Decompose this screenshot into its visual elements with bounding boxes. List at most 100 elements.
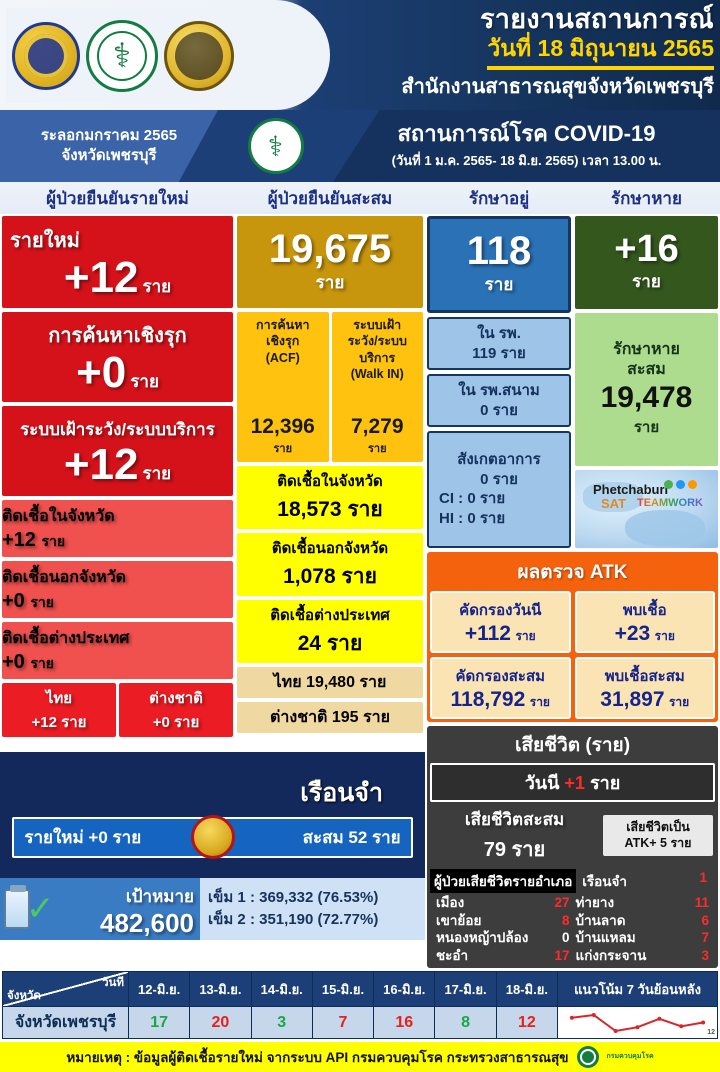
corner-inner: วันที จังหวัด: [3, 972, 128, 1006]
district-row: หนองหญ้าปล้อง 0: [436, 929, 570, 947]
table-col-date: 12-มิ.ย.: [127, 971, 191, 1007]
walkin-label: ระบบเฝ้าระวัง/ระบบบริการ: [20, 419, 215, 439]
deaths-district-header-row: ผู้ป่วยเสียชีวิตรายอำเภอ เรือนจำ 1: [430, 868, 715, 893]
vaccine-dose-2: เข็ม 2 : 351,190 (72.77%): [208, 911, 379, 928]
corner-province-label: จังหวัด: [7, 990, 41, 1002]
atk-cell-value-wrap: +112 ราย: [434, 622, 567, 646]
nationality-split: ไทย +12 ราย ต่างชาติ +0 ราย: [2, 683, 233, 737]
daily-cases-table: วันที จังหวัด 12-มิ.ย. 13-มิ.ย. 14-มิ.ย.…: [2, 971, 718, 1039]
deaths-cumulative-block: เสียชีวิตสะสม 79 ราย: [432, 806, 597, 865]
out-province-unit: ราย: [30, 594, 54, 610]
sparkline-svg: [569, 1012, 706, 1033]
table-cell-value: 20: [189, 1006, 252, 1039]
new-cases-main-label: รายใหม่: [10, 230, 80, 252]
district-value: 17: [554, 948, 570, 964]
check-icon: ✓: [26, 890, 55, 928]
recovered-column: +16 ราย รักษาหาย สะสม 19,478 ราย Phetcha…: [573, 214, 720, 550]
table-cell-value: 7: [311, 1006, 375, 1039]
prison-cum-label: สะสม 52 ราย: [302, 827, 401, 847]
prison-new-label: รายใหม่ +0 ราย: [24, 827, 142, 847]
wave-label: ระลอกมกราคม 2565 จังหวัดเพชรบุรี: [0, 110, 218, 182]
table-cell-sparkline: 12: [557, 1006, 718, 1039]
in-province-unit: ราย: [41, 533, 66, 549]
situation-title-block: สถานการณ์โรค COVID-19 (วันที่ 1 ม.ค. 256…: [333, 110, 720, 182]
table-row: จังหวัดเพชรบุรี 17 20 3 7 16 8 12: [2, 1006, 718, 1039]
prison-bar: รายใหม่ +0 ราย สะสม 52 ราย: [12, 815, 413, 859]
atk-panel: ผลตรวจ ATK คัดกรองวันนี +112 ราย พบเชื้อ…: [427, 551, 718, 722]
deaths-cum-label: เสียชีวิตสะสม: [464, 809, 565, 829]
deaths-today-row: วันนี +1 ราย: [430, 762, 715, 802]
district-name: ท่ายาง: [575, 894, 615, 910]
department-of-disease-control-icon: [576, 1046, 599, 1068]
deaths-cumulative-row: เสียชีวิตสะสม 79 ราย เสียชีวิตเป็น ATK+ …: [430, 802, 715, 869]
sub-header-seal-container: ⚕: [218, 110, 333, 182]
thai-value: +12 ราย: [31, 714, 87, 731]
deaths-district-header: ผู้ป่วยเสียชีวิตรายอำเภอ: [430, 868, 577, 893]
cumulative-in-province-value: 18,573 ราย: [277, 498, 383, 521]
atk-title: ผลตรวจ ATK: [517, 561, 628, 583]
abroad-unit: ราย: [30, 655, 54, 671]
table-corner-cell: วันที จังหวัด: [2, 971, 129, 1007]
hospital-label: ใน รพ.: [477, 325, 521, 342]
atk-cell-unit: ราย: [529, 694, 550, 709]
field-hospital-value: 0 ราย: [480, 401, 518, 419]
royal-emblem-icon: [12, 21, 80, 90]
vaccine-dose-1: เข็ม 1 : 369,332 (76.53%): [208, 888, 379, 906]
new-cases-main-value: +12: [63, 253, 139, 302]
header-recovered: รักษาหาย: [611, 188, 682, 208]
cumulative-acf-cell: การค้นหา เชิงรุก (ACF) 12,396 ราย: [237, 312, 329, 462]
district-row: บ้านลาด 6: [576, 912, 710, 930]
observation-hi: HI : 0 ราย: [439, 509, 506, 527]
logo-text-sat: SAT: [601, 495, 627, 511]
treatment-recovered-atk-column: 118 ราย ใน รพ. 119 ราย ใน รพ.สนาม 0 ราย …: [425, 214, 720, 970]
cumulative-abroad-value: 24 ราย: [297, 632, 363, 655]
header-logos: ⚕: [6, 8, 256, 103]
cumulative-abroad-card: ติดเชื้อต่างประเทศ 24 ราย: [237, 600, 423, 663]
atk-screened-cumulative: คัดกรองสะสม 118,792 ราย: [430, 656, 571, 719]
atk-cell-label: คัดกรองวันนี: [459, 601, 542, 619]
table-cell-value: 17: [127, 1006, 191, 1039]
header-new-cases: ผู้ป่วยยืนยันรายใหม่: [46, 188, 189, 208]
new-cases-column: รายใหม่ +12 ราย การค้นหาเชิงรุก +0 ราย ระบ…: [0, 214, 235, 970]
logo-wave-2: [625, 509, 705, 546]
table-body: จังหวัดเพชรบุรี 17 20 3 7 16 8 12: [2, 1006, 718, 1039]
atk-cell-unit: ราย: [668, 694, 690, 709]
situation-title: สถานการณ์โรค COVID-19: [397, 121, 656, 147]
logo-wave-1: [583, 481, 643, 512]
logo-text-phetchaburi: Phetchaburi: [593, 481, 669, 497]
page-header: ⚕ รายงานสถานการณ์ วันที่ 18 มิถุนายน 256…: [0, 0, 720, 110]
atk-cell-value: +23: [614, 621, 651, 645]
atk-screened-today: คัดกรองวันนี +112 ราย: [430, 590, 571, 653]
cumulative-walkin-value: 7,279: [350, 415, 404, 438]
deaths-today-suffix: ราย: [589, 772, 621, 793]
footer-note: หมายเหตุ : ข้อมูลผู้ติดเชื้อรายใหม่ จากร…: [66, 1050, 569, 1065]
walkin-card: ระบบเฝ้าระวัง/ระบบบริการ +12 ราย: [2, 406, 233, 496]
hospital-card: ใน รพ. 119 ราย: [427, 317, 571, 370]
atk-cell-value: +112: [464, 621, 511, 645]
department-of-corrections-seal-icon: [190, 815, 235, 859]
foreign-label: ต่างชาติ: [149, 690, 203, 707]
phetchaburi-province-seal-icon: [164, 20, 234, 91]
atk-cell-value-wrap: 118,792 ราย: [434, 688, 567, 712]
out-province-label: ติดเชื้อนอกจังหวัด: [2, 569, 127, 586]
column-headers-row: ผู้ป่วยยืนยันรายใหม่ ผู้ป่วยยืนยันสะสม ร…: [0, 182, 720, 214]
cumulative-acf-label: การค้นหา เชิงรุก (ACF): [256, 318, 310, 365]
district-row: ท่ายาง 11: [576, 894, 710, 912]
table-row-label: จังหวัดเพชรบุรี: [2, 1006, 129, 1039]
abroad-value-wrap: +0 ราย: [2, 651, 233, 675]
atk-cell-label: คัดกรองสะสม: [455, 667, 545, 685]
cumulative-main-card: 19,675 ราย: [237, 216, 423, 308]
sparkline-chart: 12: [558, 1008, 717, 1038]
cumulative-walkin-cell: ระบบเฝ้า ระวัง/ระบบ บริการ (Walk IN) 7,2…: [331, 312, 423, 462]
district-row: แก่งกระจาน 3: [576, 947, 710, 965]
atk-positive-cumulative: พบเชื้อสะสม 31,897 ราย: [574, 656, 715, 719]
corner-day-label: วันที: [102, 977, 124, 989]
atk-cell-value-wrap: 31,897 ราย: [579, 688, 712, 712]
wave-line-2: จังหวัดเพชรบุรี: [61, 147, 157, 164]
cumulative-acf-value: 12,396: [250, 415, 315, 438]
vaccine-target-value: 482,600: [100, 907, 194, 938]
cumulative-in-province-card: ติดเชื้อในจังหวัด 18,573 ราย: [237, 466, 423, 529]
observation-value: 0 ราย: [480, 470, 518, 488]
district-row: เมือง 27: [436, 894, 570, 912]
vaccine-doses-block: เข็ม 1 : 369,332 (76.53%) เข็ม 2 : 351,1…: [200, 887, 425, 932]
